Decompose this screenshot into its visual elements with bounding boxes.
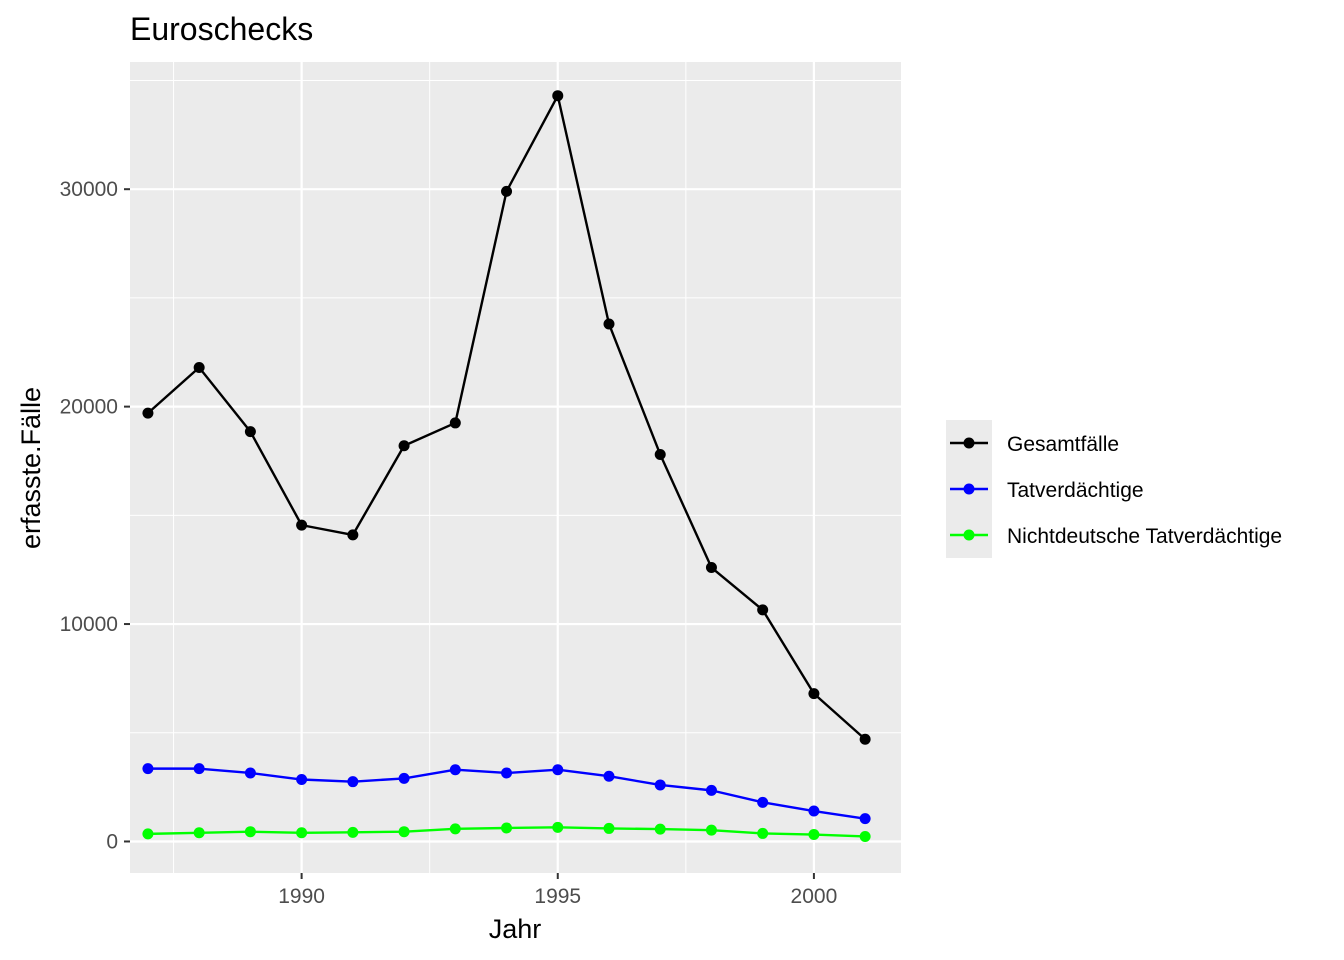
x-axis-title: Jahr xyxy=(489,914,542,944)
data-point xyxy=(142,407,154,419)
x-tick-label: 1995 xyxy=(534,885,581,908)
data-point xyxy=(552,764,564,776)
minor-gridlines xyxy=(130,62,901,873)
y-tick-label: 20000 xyxy=(60,396,118,419)
data-point xyxy=(552,821,564,833)
y-tick-label: 30000 xyxy=(60,178,118,201)
data-point xyxy=(347,826,359,838)
data-point xyxy=(193,361,205,373)
data-point xyxy=(193,763,205,775)
chart-title: Euroschecks xyxy=(130,11,313,47)
data-point xyxy=(449,417,461,429)
data-point xyxy=(705,562,717,574)
data-point xyxy=(142,828,154,840)
data-point xyxy=(398,826,410,838)
data-point xyxy=(244,426,256,438)
series-2 xyxy=(142,763,871,825)
series-1 xyxy=(142,90,871,745)
x-tick-label: 2000 xyxy=(791,885,838,908)
data-point xyxy=(603,822,615,834)
data-point xyxy=(296,519,308,531)
data-point xyxy=(808,829,820,841)
data-point xyxy=(654,448,666,460)
data-point xyxy=(501,767,513,779)
data-point xyxy=(859,813,871,825)
data-point xyxy=(654,823,666,835)
data-point xyxy=(757,604,769,616)
data-point xyxy=(757,796,769,808)
data-point xyxy=(449,823,461,835)
data-point xyxy=(398,772,410,784)
y-tick-label: 0 xyxy=(106,830,118,853)
y-axis-title: erfasste.Fälle xyxy=(16,387,46,549)
data-point xyxy=(603,318,615,330)
data-point xyxy=(398,440,410,452)
data-point xyxy=(808,805,820,817)
legend: Gesamtfälle Tatverdächtige Nichtdeutsche T… xyxy=(946,420,1282,558)
data-point xyxy=(244,826,256,838)
legend-item: Gesamtfälle xyxy=(950,433,1119,456)
series-layer xyxy=(142,90,871,842)
data-point xyxy=(705,784,717,796)
data-point xyxy=(244,767,256,779)
data-point xyxy=(705,824,717,836)
legend-key-point xyxy=(963,437,975,449)
data-point xyxy=(449,764,461,776)
data-point xyxy=(859,830,871,842)
data-point xyxy=(501,822,513,834)
legend-label: Nichtdeutsche Tatverdächtige xyxy=(1007,525,1282,548)
major-gridlines xyxy=(130,62,901,873)
data-point xyxy=(603,770,615,782)
data-point xyxy=(654,779,666,791)
y-axis-ticks: 0 10000 20000 30000 xyxy=(60,178,130,853)
data-point xyxy=(193,827,205,839)
data-point xyxy=(501,185,513,197)
legend-item: Nichtdeutsche Tatverdächtige xyxy=(950,525,1282,548)
series-3 xyxy=(142,821,871,842)
data-point xyxy=(859,733,871,745)
data-point xyxy=(757,827,769,839)
legend-label: Gesamtfälle xyxy=(1007,433,1119,456)
x-tick-label: 1990 xyxy=(278,885,325,908)
data-point xyxy=(552,90,564,102)
data-point xyxy=(347,776,359,788)
plot-panel xyxy=(130,62,901,873)
data-point xyxy=(296,774,308,786)
data-point xyxy=(296,827,308,839)
legend-label: Tatverdächtige xyxy=(1007,479,1144,502)
legend-key-point xyxy=(963,529,975,541)
data-point xyxy=(142,763,154,775)
data-point xyxy=(347,529,359,541)
legend-item: Tatverdächtige xyxy=(950,479,1144,502)
x-axis-ticks: 1990 1995 2000 xyxy=(278,873,837,908)
y-tick-label: 10000 xyxy=(60,613,118,636)
data-point xyxy=(808,688,820,700)
legend-key-point xyxy=(963,483,975,495)
